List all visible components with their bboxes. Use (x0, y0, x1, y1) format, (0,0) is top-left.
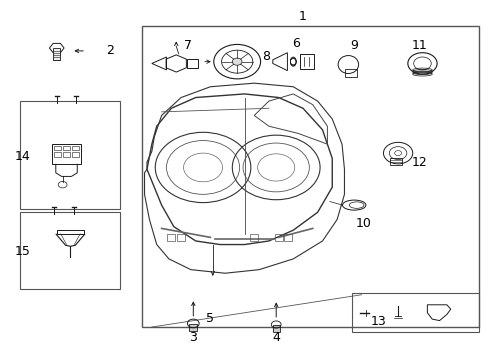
Bar (54, 145, 61, 150)
Bar (54, 152, 61, 157)
Text: 9: 9 (349, 39, 357, 52)
Bar (20, 212, 120, 289)
Bar (53, 48, 60, 60)
Text: 4: 4 (272, 331, 280, 344)
Text: 1: 1 (299, 10, 306, 23)
Text: 10: 10 (355, 216, 371, 230)
Bar (274, 234, 282, 241)
Circle shape (232, 58, 242, 65)
Bar (20, 101, 120, 209)
Bar (250, 234, 258, 241)
Bar (167, 234, 175, 241)
Bar (63, 145, 70, 150)
Text: 2: 2 (106, 44, 114, 57)
Bar (72, 145, 79, 150)
Bar (57, 230, 84, 234)
Text: 14: 14 (15, 150, 30, 163)
Bar (177, 234, 184, 241)
Bar (52, 144, 81, 164)
Text: 11: 11 (411, 39, 427, 52)
Text: 15: 15 (15, 245, 31, 258)
Bar (351, 293, 478, 332)
Bar (389, 158, 401, 165)
Text: 6: 6 (291, 37, 299, 50)
Bar (142, 26, 478, 327)
Text: 5: 5 (206, 311, 214, 325)
Text: 12: 12 (411, 156, 427, 168)
Bar (284, 234, 292, 241)
Text: 13: 13 (370, 315, 386, 328)
Bar (272, 325, 279, 332)
Bar (300, 54, 313, 69)
Text: 7: 7 (184, 39, 192, 52)
Bar (344, 69, 356, 77)
Bar (187, 59, 198, 68)
Bar (72, 152, 79, 157)
Bar (63, 152, 70, 157)
Bar (189, 324, 197, 331)
Text: 8: 8 (262, 50, 270, 63)
Text: 3: 3 (189, 331, 197, 344)
